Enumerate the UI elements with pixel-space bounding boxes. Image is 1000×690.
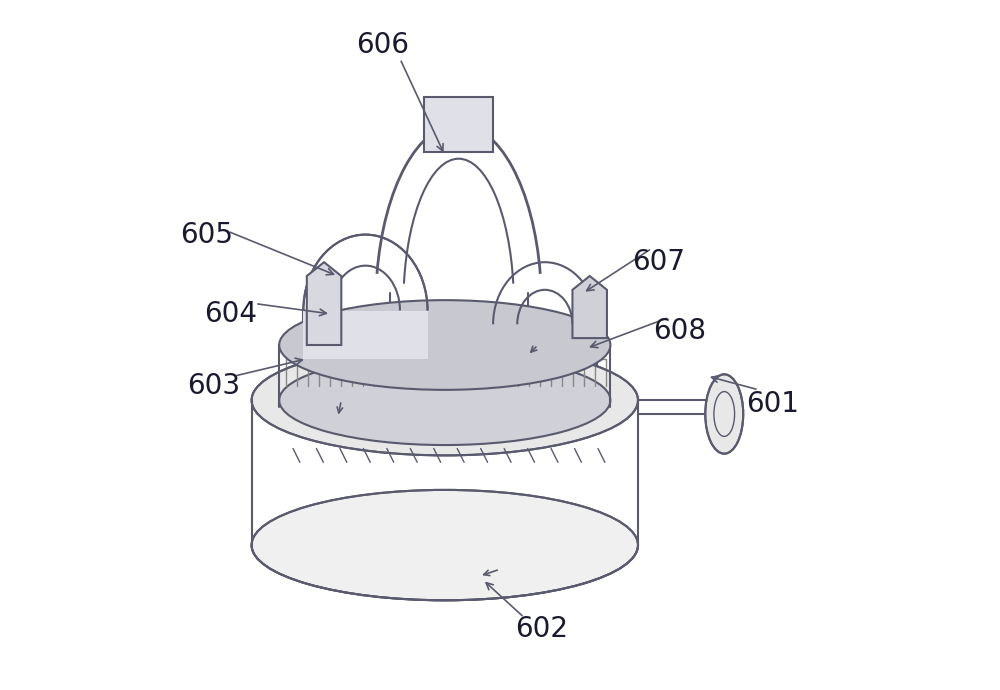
Ellipse shape bbox=[279, 355, 610, 445]
Polygon shape bbox=[307, 262, 341, 345]
Ellipse shape bbox=[252, 490, 638, 600]
Text: 601: 601 bbox=[746, 390, 799, 417]
Polygon shape bbox=[572, 276, 607, 338]
Text: 605: 605 bbox=[180, 221, 233, 248]
Ellipse shape bbox=[252, 345, 638, 455]
Text: 602: 602 bbox=[515, 615, 568, 643]
Text: 606: 606 bbox=[356, 31, 409, 59]
Text: 604: 604 bbox=[204, 300, 257, 328]
Text: 608: 608 bbox=[653, 317, 706, 345]
Polygon shape bbox=[424, 97, 493, 152]
Text: 603: 603 bbox=[187, 373, 240, 400]
Text: 607: 607 bbox=[632, 248, 685, 276]
Polygon shape bbox=[303, 310, 428, 359]
Ellipse shape bbox=[705, 374, 743, 454]
Ellipse shape bbox=[279, 300, 610, 390]
